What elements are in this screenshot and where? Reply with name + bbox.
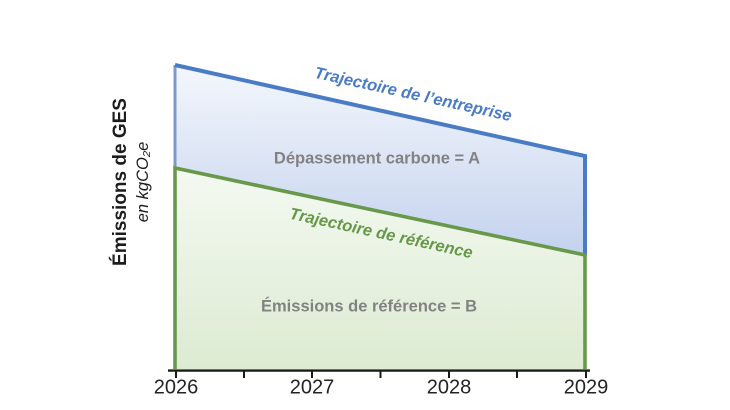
y-axis-title-units: en kgCO₂e bbox=[133, 141, 152, 223]
company-trajectory-line bbox=[174, 63, 587, 255]
x-tick-label-2029: 2029 bbox=[563, 376, 609, 399]
overshoot-area-fill bbox=[175, 65, 585, 255]
y-axis-title: Émissions de GES en kgCO₂e bbox=[109, 98, 153, 266]
reference-area-label: Émissions de référence = B bbox=[261, 297, 477, 316]
x-axis-ticks bbox=[175, 370, 587, 378]
reference-area-fill bbox=[175, 168, 585, 369]
y-axis-title-main: Émissions de GES bbox=[109, 98, 131, 266]
x-tick-label-2028: 2028 bbox=[426, 376, 472, 399]
x-tick-label-2026: 2026 bbox=[153, 376, 199, 399]
overshoot-area-label: Dépassement carbone = A bbox=[273, 149, 481, 168]
reference-trajectory-line bbox=[173, 165, 587, 369]
x-tick-label-2027: 2027 bbox=[289, 376, 335, 399]
